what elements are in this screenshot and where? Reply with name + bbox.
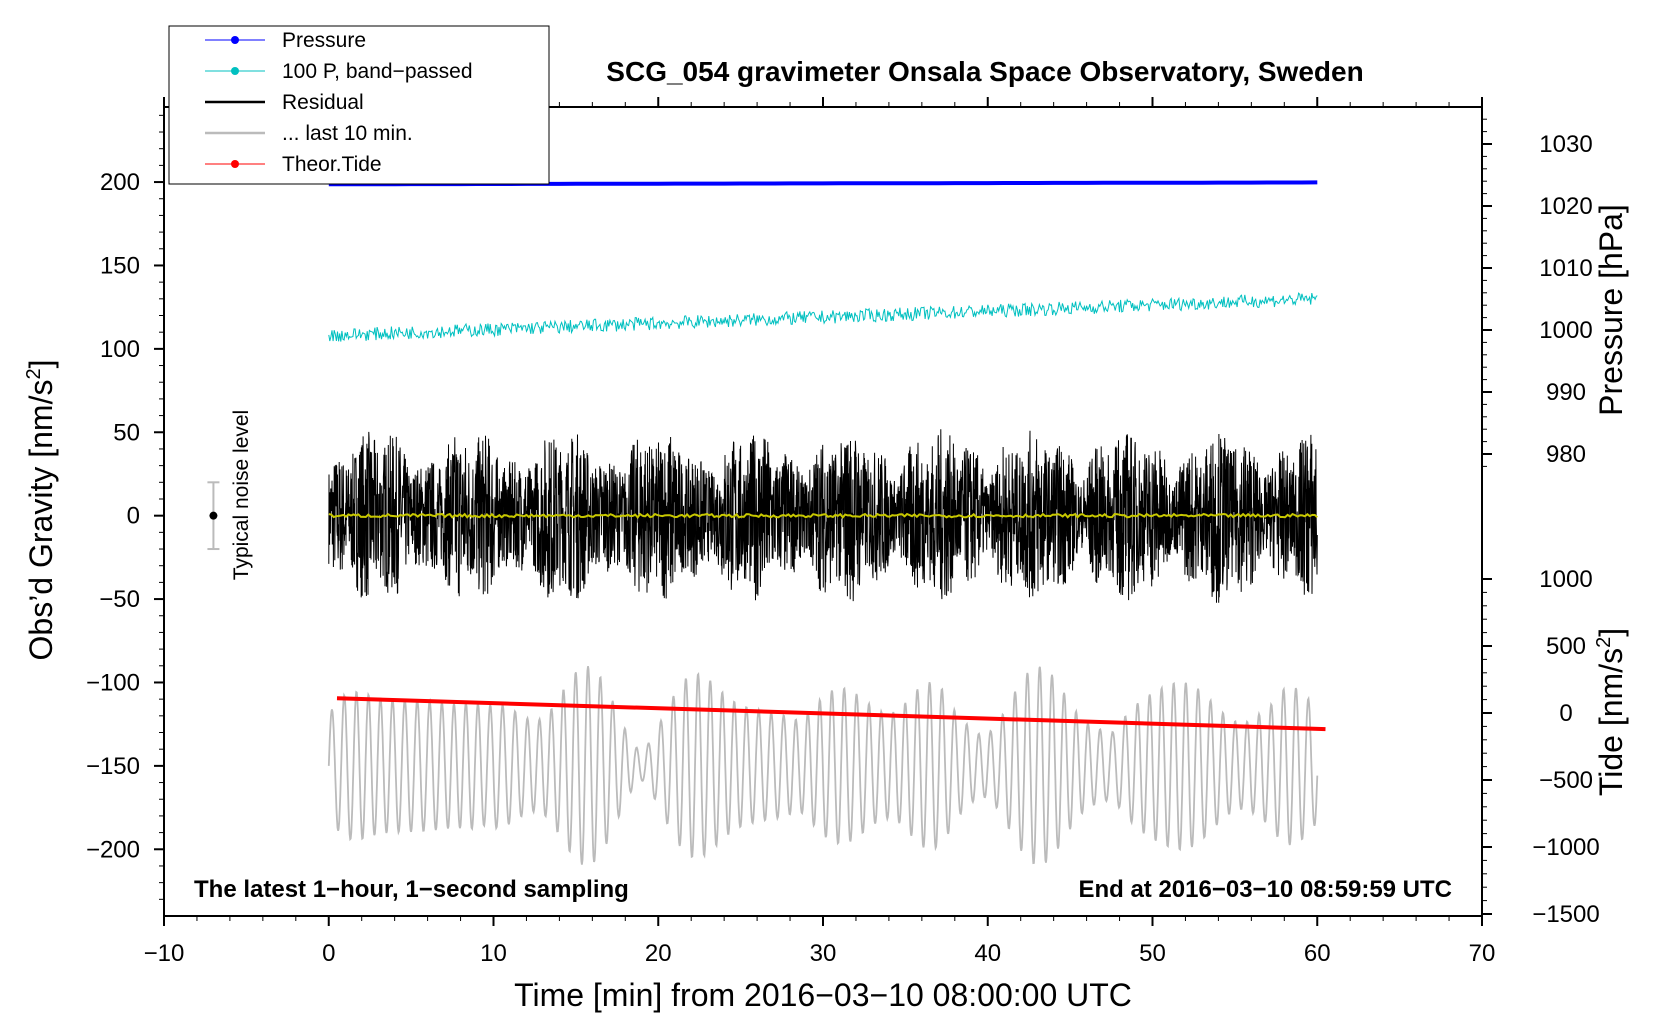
pressure-tick-label: 1030 bbox=[1539, 131, 1592, 158]
tide-tick-label: 1000 bbox=[1539, 566, 1592, 593]
tide-tick-label: −1000 bbox=[1532, 834, 1599, 861]
y-left-tick-label: 0 bbox=[127, 503, 140, 530]
chart-title: SCG_054 gravimeter Onsala Space Observat… bbox=[606, 56, 1363, 87]
y-left-tick-label: 100 bbox=[100, 336, 140, 363]
end-time-note: End at 2016−03−10 08:59:59 UTC bbox=[1078, 876, 1452, 903]
tide-axis-ticks: −1500 −1000 −500 0 500 1000 bbox=[1482, 566, 1600, 928]
residual-smoothed-line bbox=[328, 512, 1318, 519]
x-tick-label: 70 bbox=[1469, 940, 1496, 967]
tide-axis-title-sup: 2 bbox=[1593, 637, 1615, 648]
theoretical-tide-line bbox=[336, 696, 1326, 732]
pressure-axis-title: Pressure [hPa] bbox=[1593, 204, 1629, 416]
pressure-tick-label: 980 bbox=[1546, 441, 1586, 468]
tide-axis-title-text: Tide [nm/s bbox=[1593, 648, 1629, 796]
pressure-tick-label: 1000 bbox=[1539, 317, 1592, 344]
series-layer bbox=[207, 180, 1326, 865]
y-left-tick-label: −100 bbox=[86, 669, 140, 696]
legend-box bbox=[168, 25, 550, 185]
legend-label: Pressure bbox=[282, 29, 366, 52]
noise-point bbox=[209, 511, 218, 520]
legend-marker bbox=[231, 160, 239, 168]
pressure-tick-label: 1020 bbox=[1539, 193, 1592, 220]
legend-label: 100 P, band−passed bbox=[282, 60, 473, 83]
pressure-tick-label: 1010 bbox=[1539, 255, 1592, 282]
y-left-tick-label: 150 bbox=[100, 252, 140, 279]
legend-label: Residual bbox=[282, 91, 364, 114]
noise-level-label: Typical noise level bbox=[230, 410, 253, 580]
x-tick-label: 50 bbox=[1139, 940, 1166, 967]
tide-axis-title: Tide [nm/s2] bbox=[1593, 628, 1629, 796]
y-left-tick-label: 50 bbox=[113, 419, 140, 446]
x-tick-label: 40 bbox=[974, 940, 1001, 967]
y-left-tick-label: −200 bbox=[86, 836, 140, 863]
y-left-tick-label: 200 bbox=[100, 169, 140, 196]
x-tick-label: 0 bbox=[322, 940, 335, 967]
y-left-axis-title-text: Obs’d Gravity [nm/s bbox=[23, 380, 59, 661]
legend-marker bbox=[231, 36, 239, 44]
tide-tick-label: 500 bbox=[1546, 633, 1586, 660]
tide-tick-label: −500 bbox=[1539, 767, 1593, 794]
x-tick-label: 20 bbox=[645, 940, 672, 967]
y-left-tick-label: −150 bbox=[86, 753, 140, 780]
x-tick-label: 30 bbox=[810, 940, 837, 967]
tide-axis-title-close: ] bbox=[1593, 628, 1629, 637]
y-left-axis-title: Obs’d Gravity [nm/s2] bbox=[23, 360, 59, 661]
legend-marker bbox=[231, 67, 239, 75]
y-left-axis-ticks: −200 −150 −100 −50 0 50 100 150 200 bbox=[86, 114, 164, 900]
x-tick-label: 60 bbox=[1304, 940, 1331, 967]
legend-entries: Pressure 100 P, band−passed Residual ... la… bbox=[205, 29, 473, 176]
tide-tick-label: 0 bbox=[1559, 700, 1572, 727]
y-left-axis-title-sup: 2 bbox=[23, 368, 45, 379]
last-10-min-line bbox=[327, 666, 1319, 865]
x-axis-ticks: −10 0 10 20 30 40 50 60 70 bbox=[144, 97, 1496, 967]
x-tick-label: 10 bbox=[480, 940, 507, 967]
pressure-axis-ticks: 980 990 1000 1010 1020 1030 bbox=[1482, 118, 1593, 468]
legend: Pressure 100 P, band−passed Residual ... la… bbox=[168, 25, 550, 185]
legend-label: Theor.Tide bbox=[282, 153, 382, 176]
x-tick-label: −10 bbox=[144, 940, 185, 967]
tide-tick-label: −1500 bbox=[1532, 901, 1599, 928]
pressure-band-passed-line bbox=[328, 292, 1318, 342]
y-left-axis-title-close: ] bbox=[23, 360, 59, 369]
sampling-note: The latest 1−hour, 1−second sampling bbox=[194, 876, 629, 903]
residual-line bbox=[328, 429, 1318, 603]
y-left-tick-label: −50 bbox=[99, 586, 140, 613]
x-axis-title: Time [min] from 2016−03−10 08:00:00 UTC bbox=[514, 977, 1132, 1013]
legend-label: ... last 10 min. bbox=[282, 122, 413, 145]
pressure-tick-label: 990 bbox=[1546, 379, 1586, 406]
